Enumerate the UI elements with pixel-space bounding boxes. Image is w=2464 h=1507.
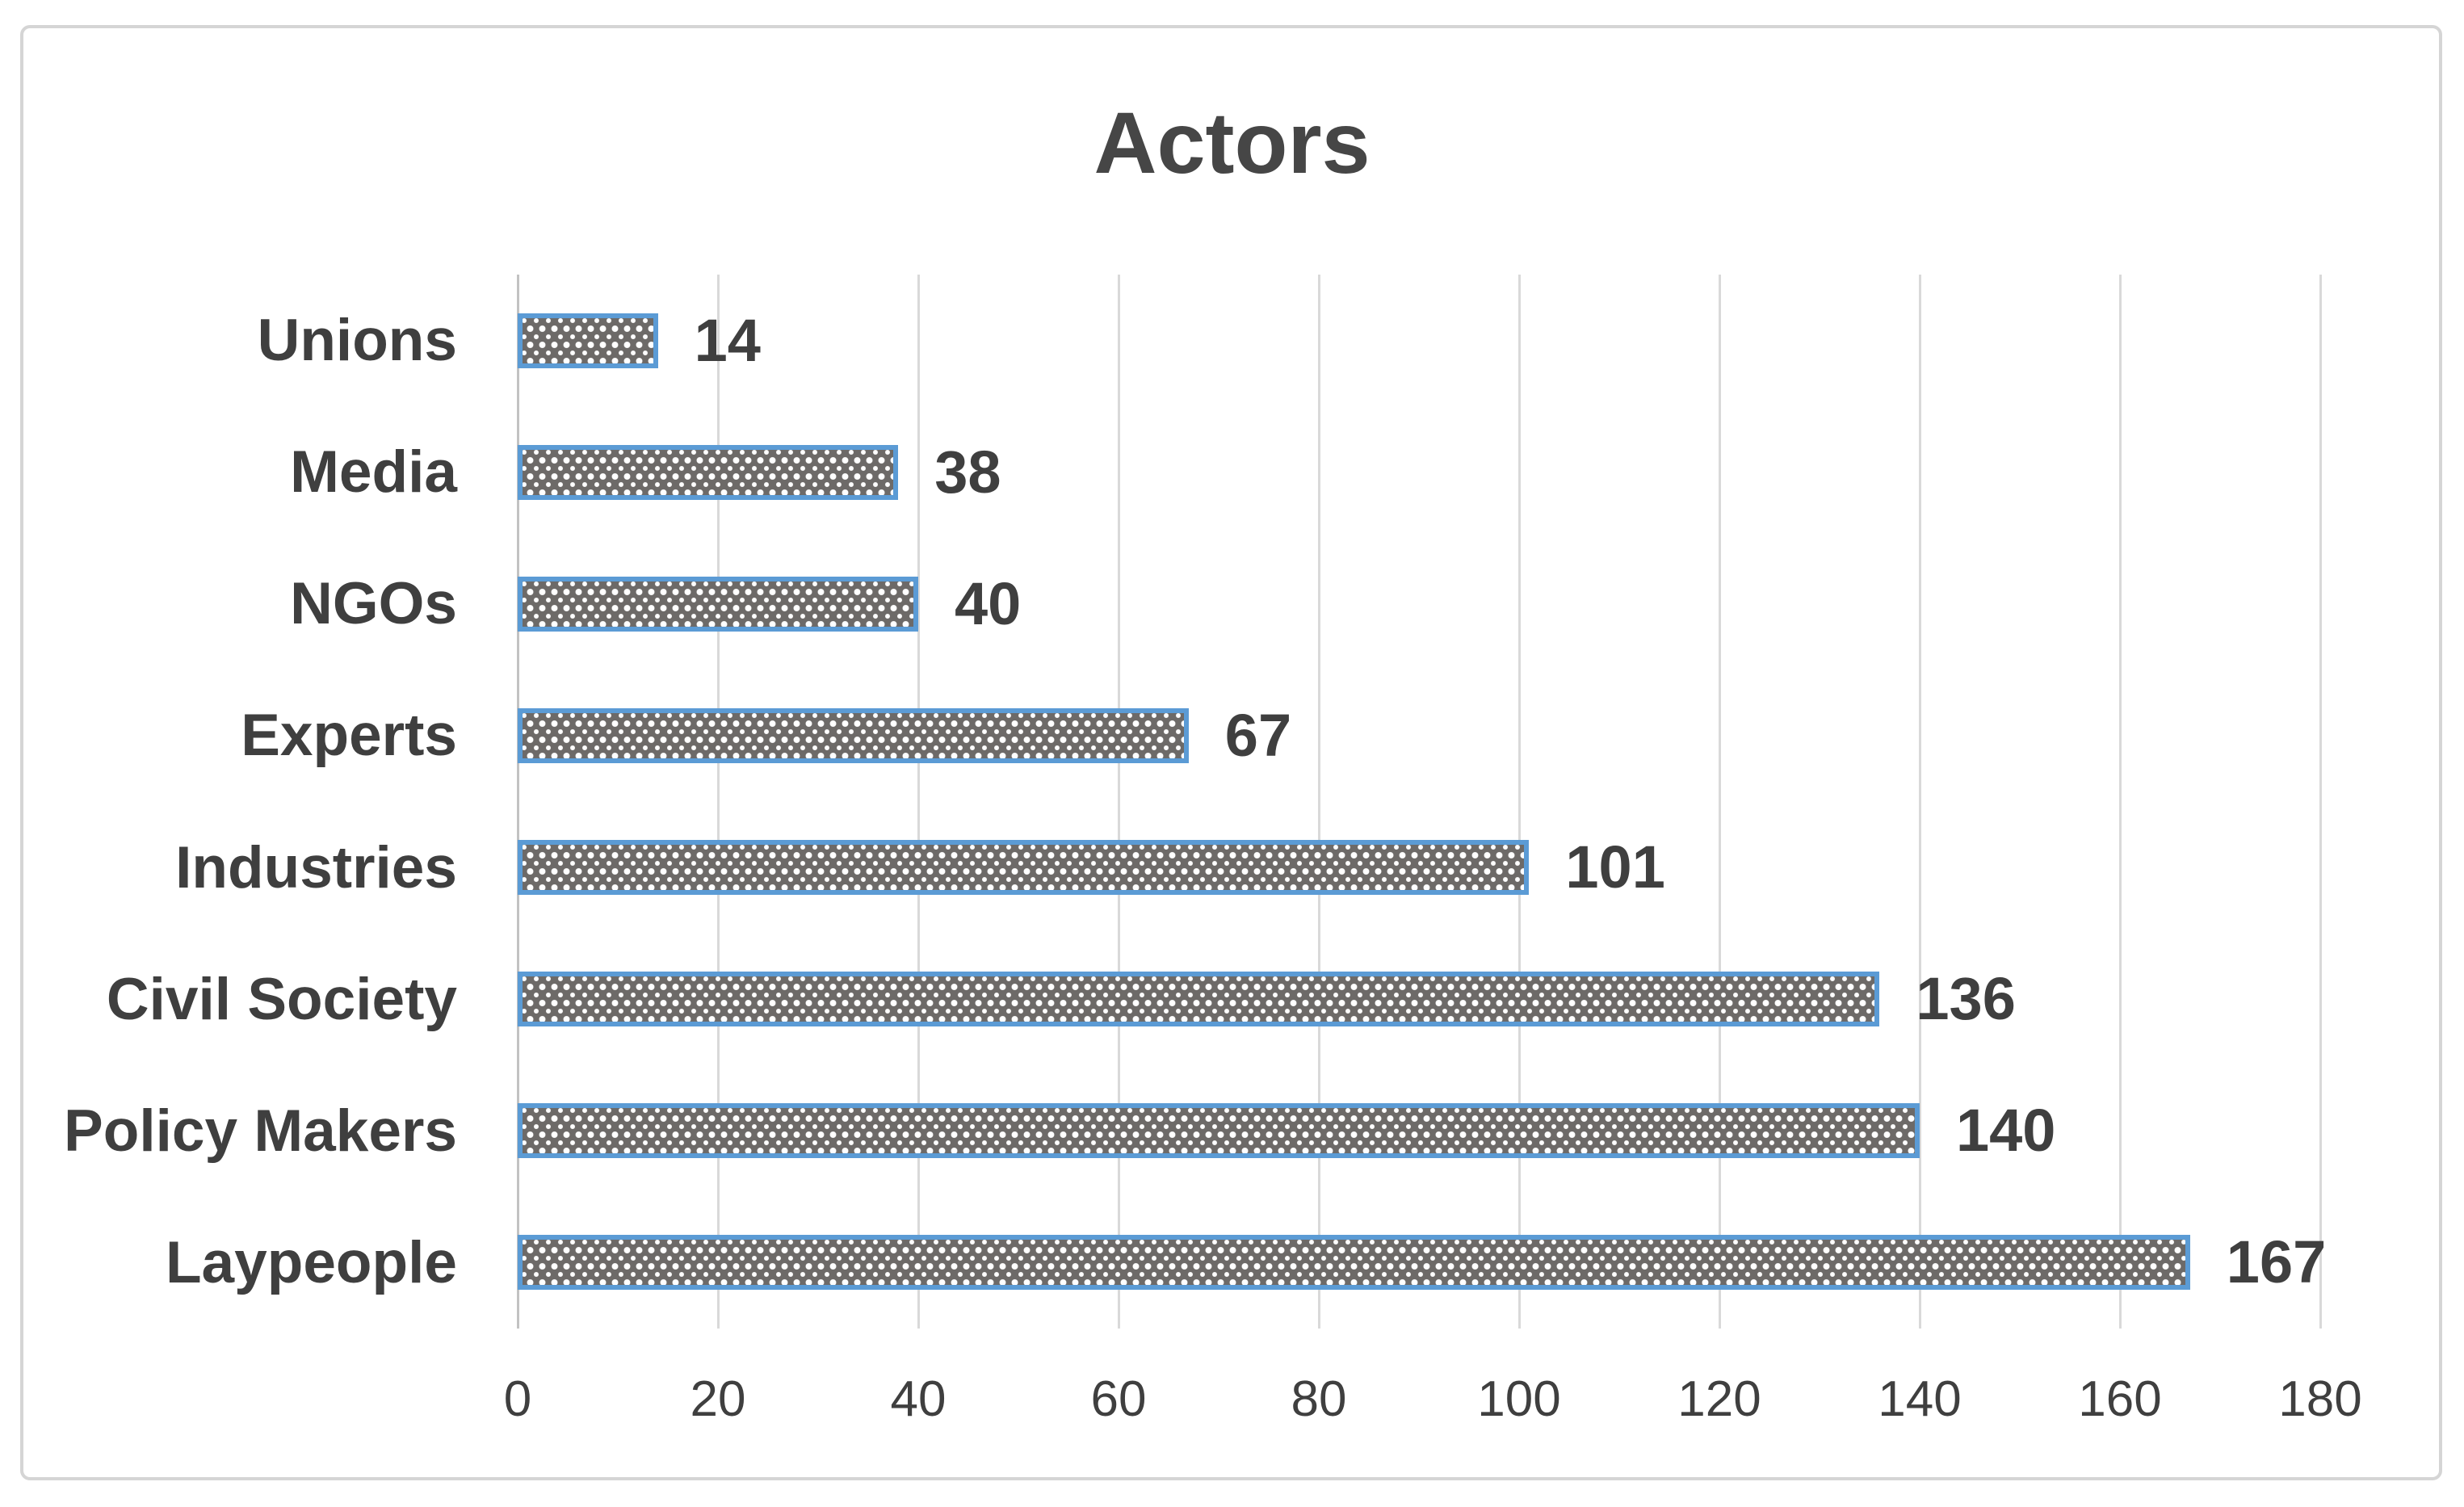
x-tick-label-100: 100 [1477, 1371, 1561, 1427]
gridline-20 [716, 275, 720, 1329]
bar-row-civil-society: 136 [518, 934, 2320, 1065]
data-label-media: 38 [934, 438, 1001, 506]
category-row-ngos: NGOs [0, 538, 457, 670]
bar-experts [518, 707, 1189, 763]
x-tick-label-180: 180 [2278, 1371, 2362, 1427]
data-label-experts: 67 [1224, 701, 1292, 769]
bar-industries [518, 840, 1530, 896]
gridlines-layer [516, 275, 2322, 1329]
data-label-unions: 14 [694, 306, 761, 374]
bar-civil-society [518, 972, 1880, 1027]
x-tick-label-120: 120 [1677, 1371, 1761, 1427]
chart-title: Actors [1093, 94, 1371, 191]
bar-laypeople [518, 1235, 2190, 1291]
x-tick-label-20: 20 [690, 1371, 746, 1427]
gridline-40 [917, 275, 920, 1329]
x-tick-label-140: 140 [1878, 1371, 1962, 1427]
category-label-experts: Experts [241, 703, 457, 769]
gridline-120 [1718, 275, 1721, 1329]
category-axis: Unions Media NGOs Experts Industries Civil So… [0, 275, 457, 1329]
category-row-laypeople: Laypeople [0, 1197, 457, 1329]
gridline-80 [1317, 275, 1320, 1329]
category-label-industries: Industries [175, 834, 457, 900]
x-tick-label-0: 0 [503, 1371, 532, 1427]
bar-row-unions: 14 [518, 275, 2320, 406]
bar-row-experts: 67 [518, 670, 2320, 801]
bar-ngos [518, 576, 918, 632]
bar-policy-makers [518, 1103, 1920, 1159]
category-row-unions: Unions [0, 275, 457, 406]
category-row-civil-society: Civil Society [0, 934, 457, 1065]
category-label-civil-society: Civil Society [106, 966, 457, 1032]
data-label-policy-makers: 140 [1956, 1097, 2056, 1165]
data-label-ngos: 40 [955, 569, 1022, 637]
category-row-media: Media [0, 406, 457, 538]
data-label-laypeople: 167 [2226, 1228, 2327, 1296]
category-label-policy-makers: Policy Makers [64, 1098, 457, 1164]
category-row-industries: Industries [0, 802, 457, 934]
plot-area: 14 38 40 67 101 136 140 167 [516, 275, 2326, 1329]
bar-row-media: 38 [518, 406, 2320, 538]
data-label-industries: 101 [1565, 833, 1665, 901]
category-row-policy-makers: Policy Makers [0, 1065, 457, 1197]
x-tick-label-60: 60 [1090, 1371, 1147, 1427]
bar-unions [518, 313, 658, 368]
value-axis: 0 20 40 60 80 100 120 140 160 180 [0, 1375, 2464, 1439]
value-axis-line [516, 275, 519, 1329]
category-label-unions: Unions [257, 308, 457, 374]
data-label-civil-society: 136 [1916, 965, 2016, 1033]
bar-row-laypeople: 167 [518, 1197, 2326, 1329]
x-tick-label-40: 40 [890, 1371, 947, 1427]
bar-row-policy-makers: 140 [518, 1065, 2320, 1197]
x-tick-label-160: 160 [2078, 1371, 2162, 1427]
gridline-100 [1517, 275, 1521, 1329]
x-tick-label-80: 80 [1291, 1371, 1347, 1427]
bar-row-ngos: 40 [518, 538, 2320, 670]
bar-row-industries: 101 [518, 802, 2320, 934]
gridline-160 [2118, 275, 2122, 1329]
bars-layer: 14 38 40 67 101 136 140 167 [518, 275, 2326, 1329]
category-label-media: Media [290, 439, 457, 506]
gridline-140 [1918, 275, 1921, 1329]
bar-media [518, 444, 899, 500]
gridline-180 [2319, 275, 2322, 1329]
category-row-experts: Experts [0, 670, 457, 801]
gridline-60 [1117, 275, 1120, 1329]
category-label-laypeople: Laypeople [165, 1229, 457, 1295]
category-label-ngos: NGOs [290, 571, 457, 637]
